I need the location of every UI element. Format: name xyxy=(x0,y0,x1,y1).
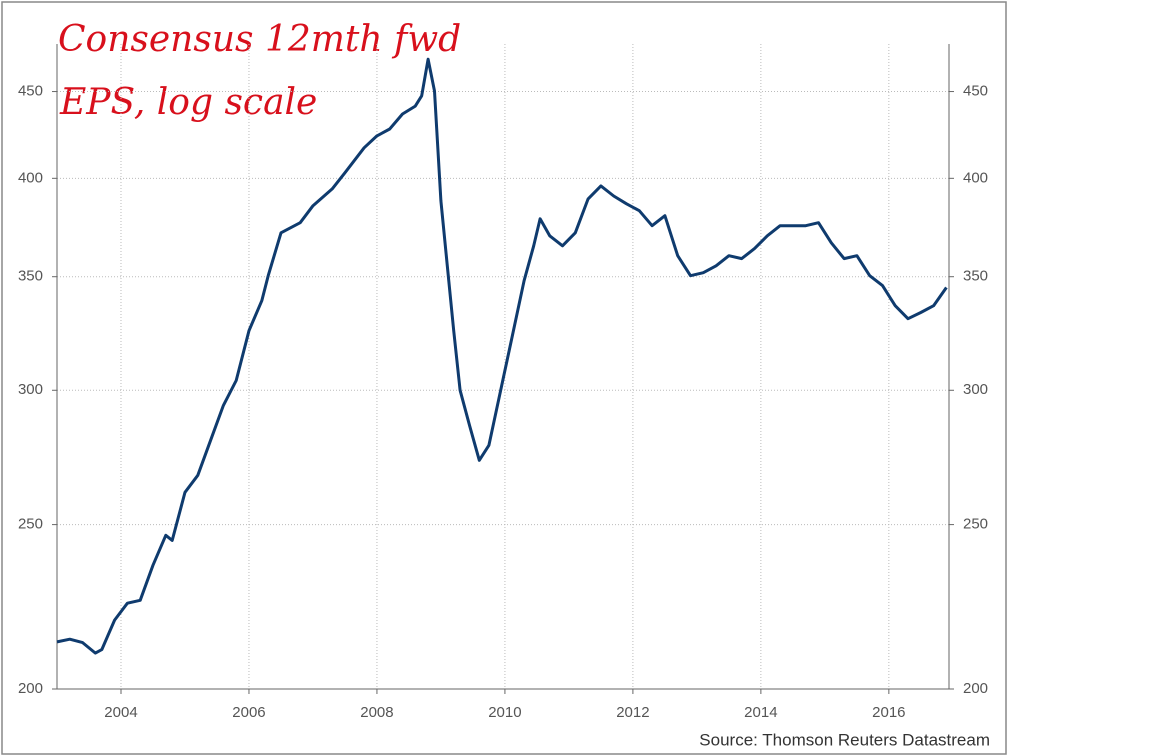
x-tick-label: 2014 xyxy=(744,704,777,721)
y2-tick-label: 200 xyxy=(963,680,988,697)
y-tick-label: 350 xyxy=(18,268,43,285)
y-tick-label: 450 xyxy=(18,83,43,100)
source: Source: Thomson Reuters Datastream xyxy=(699,730,990,749)
eps-line xyxy=(56,57,948,655)
x-tick-label: 2016 xyxy=(872,704,905,721)
y2-tick-label: 300 xyxy=(963,381,988,398)
y-tick-label: 250 xyxy=(18,516,43,533)
y2-tick-label: 450 xyxy=(963,83,988,100)
y2-tick-label: 250 xyxy=(963,516,988,533)
x-tick-label: 2004 xyxy=(104,704,137,721)
y-tick-label: 200 xyxy=(18,680,43,697)
annotation: EPS, log scale xyxy=(59,82,317,123)
y-tick-label: 300 xyxy=(18,381,43,398)
y2-tick-label: 400 xyxy=(963,169,988,186)
x-tick-label: 2010 xyxy=(488,704,521,721)
x-tick-label: 2012 xyxy=(616,704,649,721)
annotation: Consensus 12mth fwd xyxy=(58,19,461,60)
x-tick-label: 2006 xyxy=(232,704,265,721)
x-tick-label: 2008 xyxy=(360,704,393,721)
y2-tick-label: 350 xyxy=(963,268,988,285)
y-tick-label: 400 xyxy=(18,169,43,186)
